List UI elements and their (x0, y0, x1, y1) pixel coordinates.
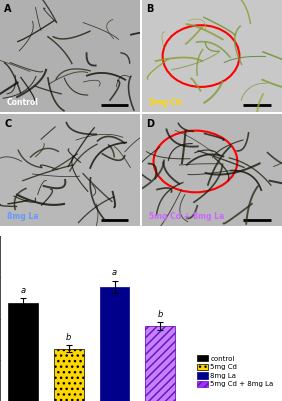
Text: a: a (112, 268, 117, 277)
Text: C: C (4, 119, 12, 129)
Text: D: D (147, 119, 155, 129)
Text: b: b (66, 333, 72, 342)
Bar (54, 349, 84, 401)
Text: Control: Control (7, 97, 39, 107)
Legend: control, 5mg Cd, 8mg La, 5mg Cd + 8mg La: control, 5mg Cd, 8mg La, 5mg Cd + 8mg La (195, 353, 276, 389)
Bar (146, 326, 175, 401)
Bar (146, 326, 175, 401)
Text: 5mg Cd + 8mg La: 5mg Cd + 8mg La (149, 212, 225, 221)
Text: 5mg Cd: 5mg Cd (149, 97, 182, 107)
Bar (100, 287, 129, 401)
Text: B: B (147, 4, 154, 14)
Text: 8mg La: 8mg La (7, 212, 38, 221)
Text: A: A (4, 4, 12, 14)
Text: b: b (158, 310, 163, 319)
Text: a: a (21, 286, 26, 295)
Bar (8, 303, 38, 401)
